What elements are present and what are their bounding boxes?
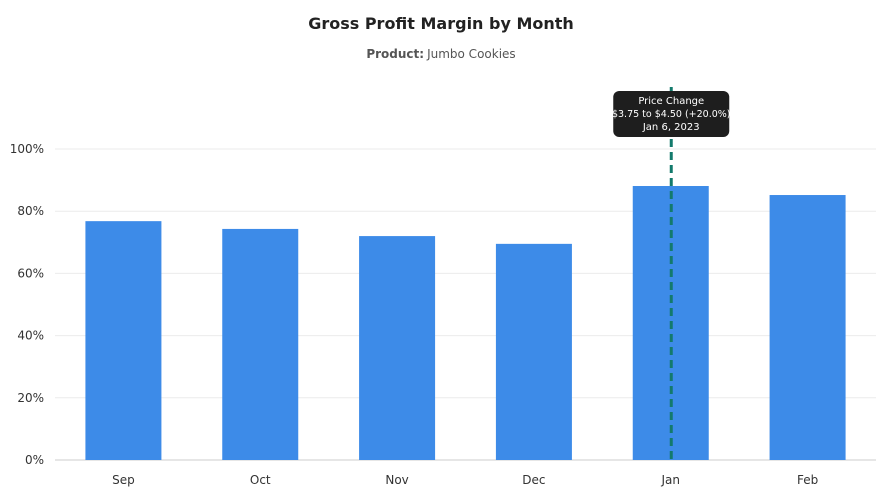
x-tick-label: Dec xyxy=(522,473,545,487)
y-tick-label: 20% xyxy=(17,391,44,405)
y-tick-label: 100% xyxy=(10,142,44,156)
chart-subtitle: Product: Jumbo Cookies xyxy=(366,47,515,61)
bar-nov xyxy=(359,236,436,460)
bar-sep xyxy=(85,221,162,460)
x-tick-label: Jan xyxy=(661,473,681,487)
x-tick-label: Oct xyxy=(250,473,271,487)
annotation-title: Price Change xyxy=(638,96,704,107)
x-tick-label: Sep xyxy=(112,473,135,487)
annotation-tooltip xyxy=(613,91,730,137)
y-tick-label: 40% xyxy=(17,329,44,343)
x-tick-label: Feb xyxy=(797,473,818,487)
bar-dec xyxy=(495,243,572,460)
subtitle-label: Product: xyxy=(366,47,424,61)
bar-feb xyxy=(769,195,846,460)
subtitle-value: Jumbo Cookies xyxy=(426,47,516,61)
y-tick-label: 0% xyxy=(25,453,44,467)
annotation-price: $3.75 to $4.50 (+20.0%) xyxy=(612,109,731,120)
x-tick-label: Nov xyxy=(385,473,408,487)
bar-oct xyxy=(222,228,299,460)
y-tick-label: 60% xyxy=(17,266,44,280)
y-tick-label: 80% xyxy=(17,204,44,218)
chart-title: Gross Profit Margin by Month xyxy=(308,14,574,33)
annotation-date: Jan 6, 2023 xyxy=(642,122,700,133)
